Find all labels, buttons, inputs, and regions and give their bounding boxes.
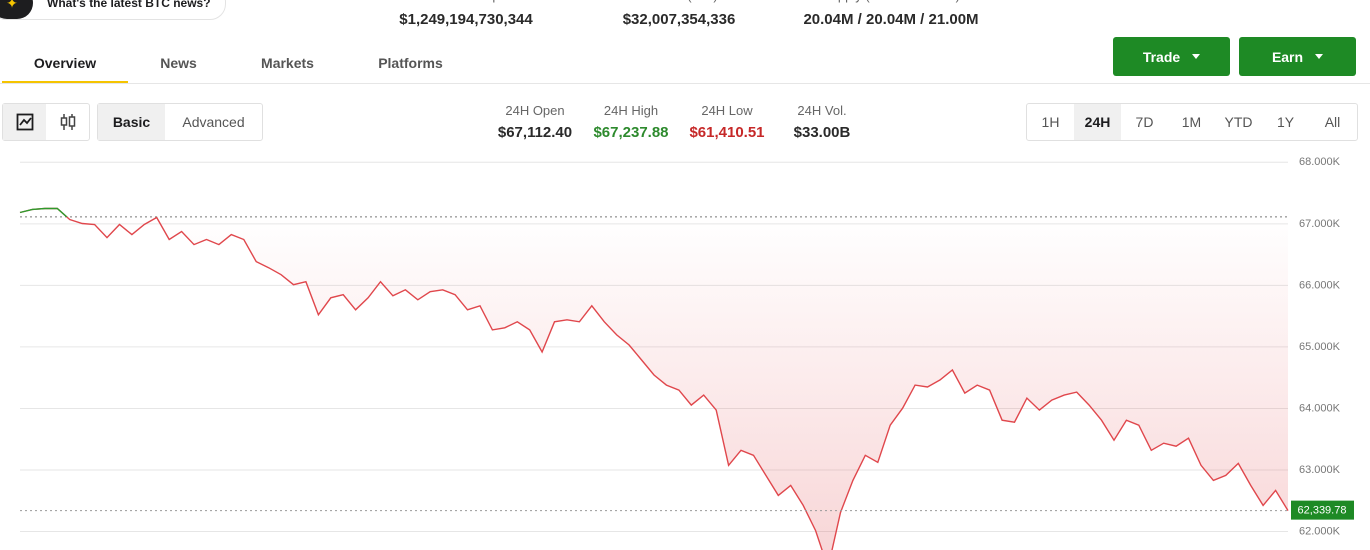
chart-type-toggle	[2, 103, 90, 141]
time-range[interactable]: All	[1324, 114, 1341, 130]
price-chart: 62.000K 63.000K 64.000K 65.000K 66.000K 67.00…	[19, 156, 1354, 550]
icon	[16, 113, 33, 131]
view-mode-toggle: Basic Advanced	[97, 103, 263, 141]
stat-label: 24H High	[603, 103, 659, 118]
candle-chart-icon[interactable]	[46, 104, 89, 140]
action-button[interactable]: Earn	[1239, 37, 1356, 76]
stat-value: $33.00B	[793, 124, 851, 141]
dropdown-caret	[1192, 54, 1201, 59]
active-tab-indicator	[2, 81, 128, 83]
stat: 24H High $67,237.88	[571, 103, 691, 141]
y-tick-label: 63.000K	[1299, 464, 1341, 476]
time-range-toggle: 1H 24H 7D 1M YTD 1Y All	[1026, 103, 1358, 141]
view-mode[interactable]: Basic	[98, 104, 165, 140]
stat: 24H Low $61,410.51	[667, 103, 787, 141]
summary-label: Volume (24h)	[549, 0, 809, 4]
y-tick-label: 67.000K	[1299, 218, 1341, 230]
tab[interactable]: Overview	[33, 55, 97, 71]
time-range[interactable]: 1H	[1041, 114, 1060, 130]
summary-item: Market Cap $1,249,194,730,344	[336, 0, 596, 28]
stat-value: $61,410.51	[689, 124, 765, 141]
tab-divider	[0, 83, 1370, 84]
stat-value: $67,112.40	[497, 124, 573, 141]
time-range[interactable]: 7D	[1135, 114, 1154, 130]
sparkle-icon: ✦	[0, 0, 33, 19]
stat-label: 24H Open	[505, 103, 565, 118]
button-label: Earn	[1271, 48, 1304, 65]
summary-value: $1,249,194,730,344	[399, 11, 533, 28]
news-prompt-text: What's the latest BTC news?	[47, 0, 211, 10]
summary-item: Volume (24h) $32,007,354,336	[549, 0, 809, 28]
stat: 24H Vol. $33.00B	[762, 103, 882, 141]
y-tick-label: 64.000K	[1299, 402, 1341, 414]
button-label: Trade	[1142, 48, 1181, 65]
last-price-label: 62,339.78	[1298, 505, 1347, 517]
y-tick-label: 62.000K	[1299, 525, 1341, 537]
action-button[interactable]: Trade	[1113, 37, 1230, 76]
time-range[interactable]: YTD	[1224, 114, 1253, 130]
tab[interactable]: Platforms	[378, 55, 443, 71]
news-prompt[interactable]: ✦ What's the latest BTC news?	[0, 0, 226, 20]
icon	[60, 114, 75, 130]
time-range[interactable]: 1Y	[1276, 114, 1295, 130]
stat-value: $67,237.88	[593, 124, 669, 141]
tab[interactable]: News	[160, 55, 197, 71]
summary-value: 20.04M / 20.04M / 21.00M	[803, 11, 979, 28]
price-line	[19, 207, 1289, 550]
area-fill	[20, 208, 1288, 550]
time-range[interactable]: 1M	[1181, 114, 1202, 130]
y-tick-label: 66.000K	[1299, 279, 1341, 291]
time-range[interactable]: 24H	[1074, 104, 1121, 140]
y-tick-label: 65.000K	[1299, 341, 1341, 353]
dropdown-caret	[1315, 54, 1324, 59]
summary-value: $32,007,354,336	[622, 11, 736, 28]
summary-label: Supply (Circ./Total/Max)	[761, 0, 1021, 4]
tab[interactable]: Markets	[261, 55, 314, 71]
view-mode[interactable]: Advanced	[182, 114, 245, 130]
stat-label: 24H Low	[701, 103, 753, 118]
summary-item: Supply (Circ./Total/Max) 20.04M / 20.04M …	[761, 0, 1021, 28]
stat-label: 24H Vol.	[797, 103, 847, 118]
stat: 24H Open $67,112.40	[475, 103, 595, 141]
line-chart-icon[interactable]	[3, 104, 46, 140]
summary-label: Market Cap	[336, 0, 596, 4]
y-tick-label: 68.000K	[1299, 156, 1341, 168]
last-price-tag	[1291, 500, 1354, 520]
